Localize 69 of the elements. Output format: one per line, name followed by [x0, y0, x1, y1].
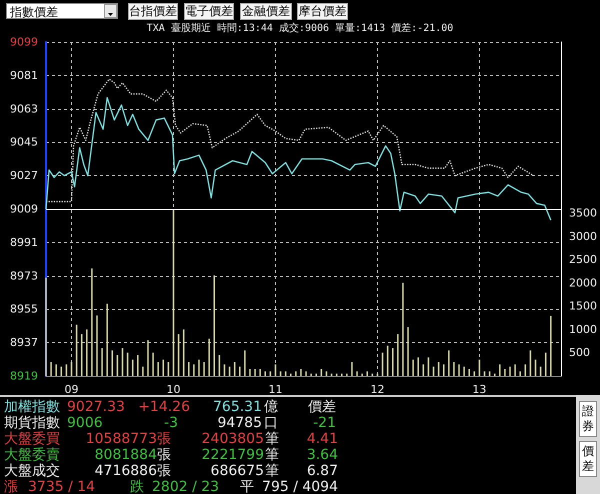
y2-tick-label: 2500 [569, 253, 598, 266]
text: 大盤委賣 [4, 447, 60, 463]
y-tick-label: 8955 [10, 302, 38, 316]
text: -21 [313, 415, 336, 431]
text: 2221799 [202, 447, 264, 463]
text: 漲 [4, 479, 18, 494]
text: 9006 [67, 415, 103, 431]
text: 6.87 [306, 463, 338, 479]
y-tick-label: 8991 [10, 236, 38, 249]
text: 台指價差 [128, 3, 178, 20]
text: 8081884 [94, 447, 157, 463]
y2-tick-label: 3500 [569, 206, 598, 220]
text: 765.31 [213, 399, 262, 415]
y-tick-label: 9009 [10, 202, 38, 216]
text: 大盤委買 [4, 431, 60, 447]
text: 摩台價差 [297, 3, 348, 20]
text: 筆 [265, 431, 279, 447]
y2-tick-label: 500 [569, 346, 590, 360]
text: +14.26 [138, 399, 190, 415]
y-tick-label: 8919 [10, 370, 38, 382]
text: 價差 [308, 399, 336, 415]
y-tick-label: 9081 [10, 68, 38, 82]
text: 2403805 [202, 431, 264, 447]
text: 94785 [217, 415, 262, 431]
y2-tick-label: 3000 [569, 230, 598, 243]
text: 張 [157, 463, 171, 479]
y2-tick-label: 1500 [569, 300, 598, 313]
text: 張 [157, 447, 171, 463]
text: 口 [264, 415, 278, 431]
y-tick-label: 9045 [10, 136, 38, 149]
text: 跌 [130, 479, 144, 494]
text: 2802 / 23 [152, 479, 220, 494]
text: 3735 / 14 [28, 479, 96, 494]
x-tick-label: 12 [370, 383, 384, 396]
text: 筆 [265, 447, 279, 463]
text: 金融價差 [240, 3, 292, 20]
y-tick-label: 9099 [10, 36, 38, 48]
text: 4716886 [94, 463, 157, 479]
text: 億 [264, 399, 278, 415]
text: 大盤成交 [4, 463, 60, 479]
x-tick-label: 11 [268, 383, 282, 396]
y2-tick-label: 1000 [569, 322, 598, 336]
text: 價差 [582, 444, 594, 474]
text: 3.64 [306, 447, 338, 463]
text: 10588773 [86, 431, 157, 447]
x-tick-label: 09 [64, 383, 78, 396]
text: 加權指數 [4, 399, 60, 415]
text: 期貨指數 [4, 415, 60, 431]
text: 筆 [265, 463, 279, 479]
y-tick-label: 9063 [10, 102, 38, 116]
text: 張 [157, 431, 171, 447]
text: 電子價差 [184, 3, 234, 20]
text: 證券 [582, 404, 594, 434]
text: 平 [240, 479, 254, 494]
text: 指數價差 [6, 3, 118, 19]
line-series [45, 97, 552, 221]
line-series [45, 78, 534, 202]
x-tick-label: 13 [472, 383, 486, 396]
chart-title: TXA 臺股期近 時間:13:44 成交:9006 單量:1413 價差:-21.00 [146, 22, 454, 35]
y-tick-label: 9027 [10, 169, 38, 182]
x-tick-label: 10 [166, 383, 180, 396]
y-tick-label: 8937 [10, 336, 38, 350]
text: -3 [164, 415, 178, 431]
text: 9027.33 [67, 399, 125, 415]
text: 4.41 [306, 431, 338, 447]
text: 795 / 4094 [262, 479, 338, 494]
y2-tick-label: 2000 [569, 276, 598, 290]
y-tick-label: 8973 [10, 269, 38, 282]
text: 686675 [210, 463, 264, 479]
